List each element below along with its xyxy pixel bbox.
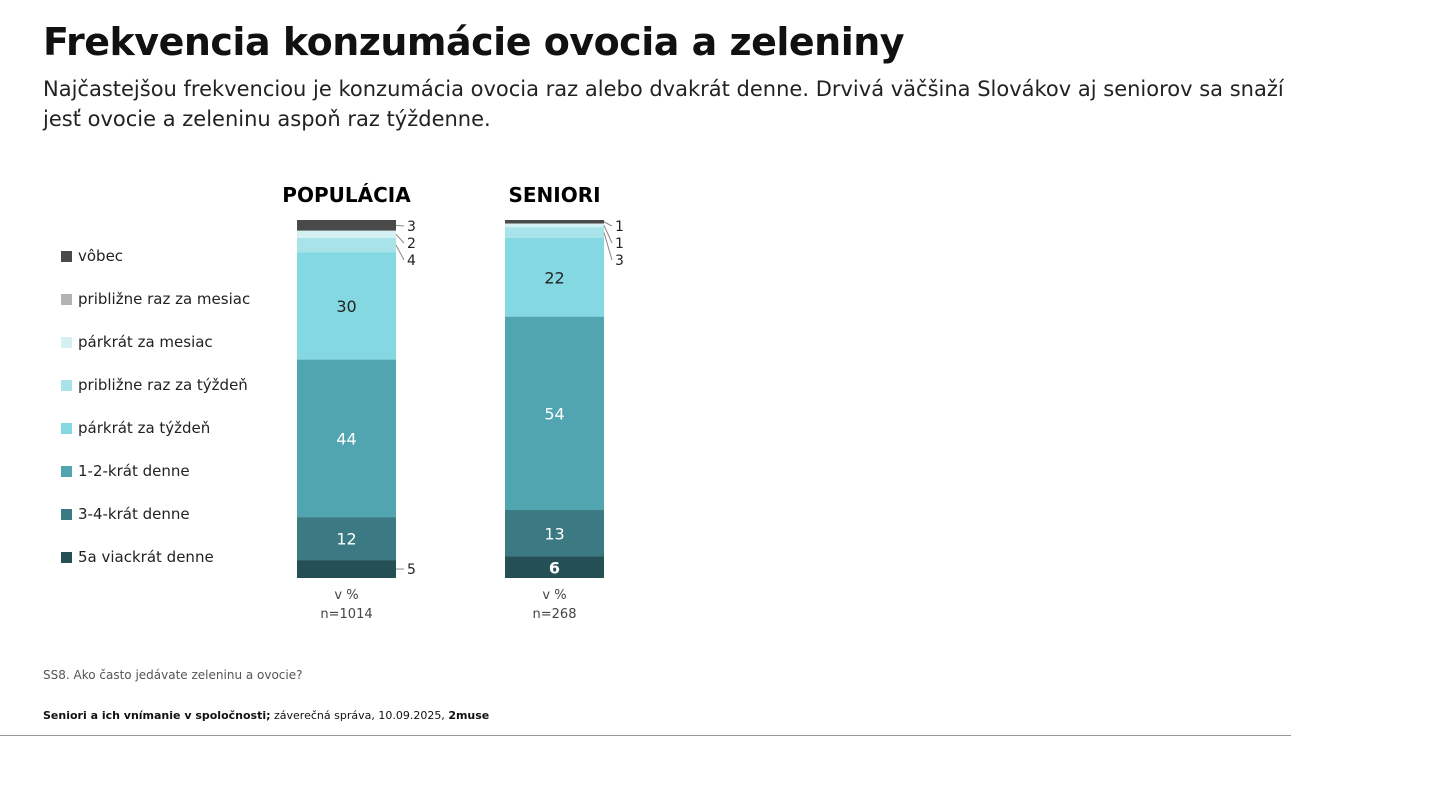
legend-swatch [61,380,72,391]
source-detail: záverečná správa, 10.09.2025, [270,709,449,722]
bar-segment [297,560,396,578]
legend-label: približne raz za týždeň [78,376,248,394]
bar-segment [297,359,396,518]
legend-swatch [61,466,72,477]
data-label: 30 [336,297,356,316]
data-label: 12 [336,530,356,549]
legend-swatch [61,337,72,348]
data-label: 2 [407,236,416,252]
data-label: 5 [407,562,416,578]
bar-segment [505,509,604,557]
bar-segment [505,220,604,224]
sample-size: n=1014 [320,607,372,622]
data-label: 3 [407,219,416,235]
label-leader-line [395,224,405,227]
question-note: SS8. Ako často jedávate zeleninu a ovoci… [43,668,303,682]
data-label: 4 [407,253,416,269]
category-label: SENIORI [508,183,600,207]
legend-label: 3-4-krát denne [78,505,190,523]
unit-label: v % [542,588,566,603]
footer-divider [0,735,1291,736]
subtitle: Najčastejšou frekvenciou je konzumácia o… [43,77,1284,131]
source-brand: 2muse [448,709,490,722]
source-note: Seniori a ich vnímanie v spoločnosti; zá… [43,709,489,722]
legend-swatch [61,552,72,563]
legend-label: vôbec [78,247,123,265]
bar-segment [297,220,396,231]
data-label: 1 [615,236,624,252]
data-label: 54 [544,404,564,423]
sample-size: n=268 [533,607,577,622]
data-label: 6 [549,558,560,577]
data-label: 22 [544,268,564,287]
legend-label: približne raz za mesiac [78,290,250,308]
unit-label: v % [334,588,358,603]
legend-swatch [61,294,72,305]
bar-segment [297,230,396,238]
bar-segment [297,517,396,561]
source-report: Seniori a ich vnímanie v spoločnosti; [43,709,271,722]
data-label: 1 [615,219,624,235]
bar-segment [505,223,604,228]
label-leader-line [395,233,405,244]
data-label: 13 [544,524,564,543]
bar-segment [505,316,604,510]
legend-label: 5a viackrát denne [78,548,214,566]
legend-swatch [61,509,72,520]
bar-segment [505,237,604,317]
legend-label: 1-2-krát denne [78,462,190,480]
legend-label: párkrát za mesiac [78,333,213,351]
label-leader-line [603,221,613,227]
data-label: 44 [336,429,356,448]
label-leader-line [603,225,613,244]
legend-swatch [61,251,72,262]
bar-segment [505,556,604,578]
category-label: POPULÁCIA [282,183,411,207]
page-title: Frekvencia konzumácie ovocia a zeleniny [43,20,905,64]
label-leader-line [603,232,613,261]
label-leader-line [395,244,405,261]
bar-segment [297,237,396,253]
data-label: 3 [615,253,624,269]
legend-swatch [61,423,72,434]
bar-segment [297,252,396,360]
legend-label: párkrát za týždeň [78,419,210,437]
bar-segment [505,227,604,238]
